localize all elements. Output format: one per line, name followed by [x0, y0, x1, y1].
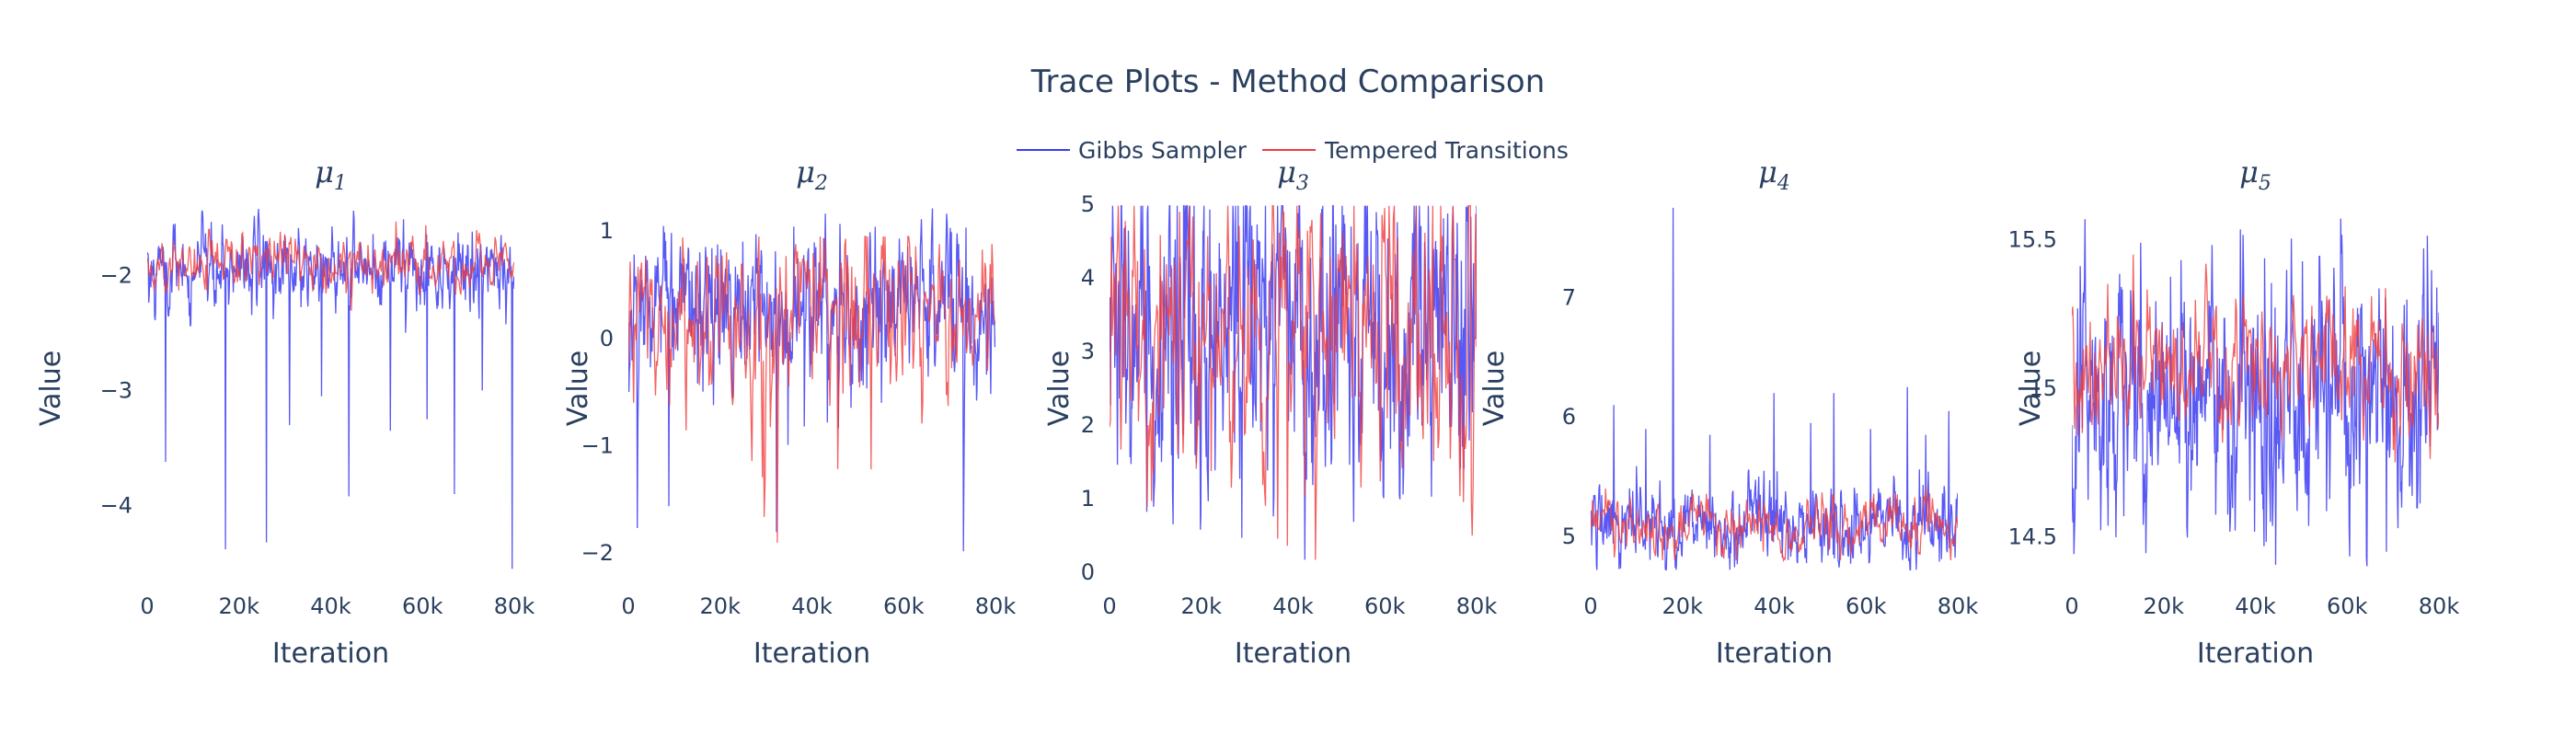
y-tick-label: −4 — [100, 493, 132, 519]
x-tick-label: 0 — [1102, 593, 1116, 619]
x-tick-label: 80k — [1938, 593, 1979, 619]
subplot-title-subscript: 1 — [334, 172, 347, 195]
subplot-title-mu5: μ5 — [2239, 155, 2271, 195]
x-tick-label: 40k — [310, 593, 351, 619]
y-tick-label: 3 — [1081, 339, 1095, 364]
y-axis-title: Value — [562, 351, 594, 426]
trace-gibbs-mu4 — [1591, 207, 1958, 571]
y-tick-label: −2 — [100, 263, 132, 289]
legend-tempered-label[interactable]: Tempered Transitions — [1324, 137, 1569, 164]
x-tick-label: 60k — [883, 593, 925, 619]
x-tick-label: 0 — [621, 593, 635, 619]
x-tick-label: 20k — [700, 593, 742, 619]
x-tick-label: 20k — [219, 593, 260, 619]
y-axis-title: Value — [35, 351, 67, 426]
x-axis-title: Iteration — [272, 638, 389, 670]
trace-tempered-mu2 — [628, 236, 995, 543]
x-axis-title: Iteration — [1716, 638, 1833, 670]
trace-tempered-mu5 — [2072, 254, 2439, 463]
y-tick-label: 4 — [1081, 265, 1095, 291]
subplot-mu1: μ1 0 20k 40k 60k 80k −2 −3 −4 Iteration Value — [35, 155, 535, 670]
y-tick-label: 5 — [1562, 523, 1576, 549]
subplot-mu5: μ5 0 20k 40k 60k 80k 15.5 15 14.5 Iteration Value — [2008, 155, 2460, 670]
x-axis-title: Iteration — [2197, 638, 2314, 670]
subplot-title-mu4: μ4 — [1758, 155, 1790, 195]
x-tick-label: 40k — [2235, 593, 2276, 619]
y-tick-label: −2 — [581, 540, 614, 566]
y-tick-label: 2 — [1081, 412, 1095, 438]
x-axis-title: Iteration — [753, 638, 870, 670]
y-tick-label: 15 — [2029, 375, 2057, 401]
subplot-title-symbol: μ — [796, 155, 815, 190]
x-tick-label: 60k — [2327, 593, 2368, 619]
subplot-title-subscript: 2 — [814, 172, 828, 195]
x-tick-label: 20k — [1662, 593, 1704, 619]
y-axis-title: Value — [2015, 351, 2047, 426]
subplot-title-symbol: μ — [2239, 155, 2259, 190]
legend[interactable]: Gibbs Sampler Tempered Transitions — [1017, 137, 1569, 164]
y-tick-label: 6 — [1562, 404, 1576, 430]
figure-title: Trace Plots - Method Comparison — [1030, 63, 1546, 100]
trace-gibbs-mu1 — [147, 208, 514, 569]
trace-gibbs-mu2 — [628, 208, 995, 552]
subplot-title-symbol: μ — [315, 155, 334, 190]
x-tick-label: 80k — [1456, 593, 1498, 619]
y-tick-label: 0 — [1081, 559, 1095, 585]
subplot-mu2: μ2 0 20k 40k 60k 80k 1 0 −1 −2 Iteration Value — [562, 155, 1016, 670]
subplot-title-mu1: μ1 — [315, 155, 347, 195]
y-tick-label: 5 — [1081, 191, 1095, 217]
trace-tempered-mu1 — [147, 221, 514, 311]
subplot-title-symbol: μ — [1277, 155, 1296, 190]
y-tick-label: 1 — [600, 218, 614, 244]
x-tick-label: 60k — [1364, 593, 1406, 619]
x-tick-label: 40k — [1272, 593, 1314, 619]
legend-gibbs-label[interactable]: Gibbs Sampler — [1078, 137, 1248, 164]
y-tick-label: 1 — [1081, 486, 1095, 512]
x-tick-label: 0 — [2064, 593, 2078, 619]
y-tick-label: 7 — [1562, 284, 1576, 310]
subplot-mu4: μ4 0 20k 40k 60k 80k 7 6 5 Iteration Value — [1478, 155, 1978, 670]
x-tick-label: 80k — [494, 593, 535, 619]
x-tick-label: 20k — [2144, 593, 2185, 619]
y-tick-label: 0 — [600, 326, 614, 351]
x-tick-label: 60k — [1846, 593, 1887, 619]
y-tick-label: 15.5 — [2008, 227, 2057, 253]
subplot-title-mu3: μ3 — [1277, 155, 1309, 195]
x-tick-label: 20k — [1181, 593, 1223, 619]
y-axis-title: Value — [1043, 351, 1075, 426]
y-tick-label: −3 — [100, 378, 132, 404]
subplot-title-subscript: 5 — [2259, 172, 2271, 195]
y-tick-label: 14.5 — [2008, 523, 2057, 549]
x-tick-label: 60k — [402, 593, 443, 619]
x-tick-label: 40k — [791, 593, 833, 619]
subplot-title-subscript: 3 — [1296, 172, 1309, 195]
x-tick-label: 80k — [2419, 593, 2460, 619]
x-tick-label: 40k — [1754, 593, 1795, 619]
subplot-title-subscript: 4 — [1777, 172, 1790, 195]
x-tick-label: 0 — [140, 593, 154, 619]
subplot-title-symbol: μ — [1758, 155, 1777, 190]
x-tick-label: 80k — [975, 593, 1017, 619]
x-tick-label: 0 — [1583, 593, 1597, 619]
x-axis-title: Iteration — [1235, 638, 1351, 670]
y-axis-title: Value — [1478, 351, 1511, 426]
trace-tempered-mu4 — [1591, 486, 1958, 563]
trace-tempered-mu3 — [1110, 204, 1477, 560]
y-tick-label: −1 — [581, 432, 614, 458]
subplot-title-mu2: μ2 — [796, 155, 828, 195]
